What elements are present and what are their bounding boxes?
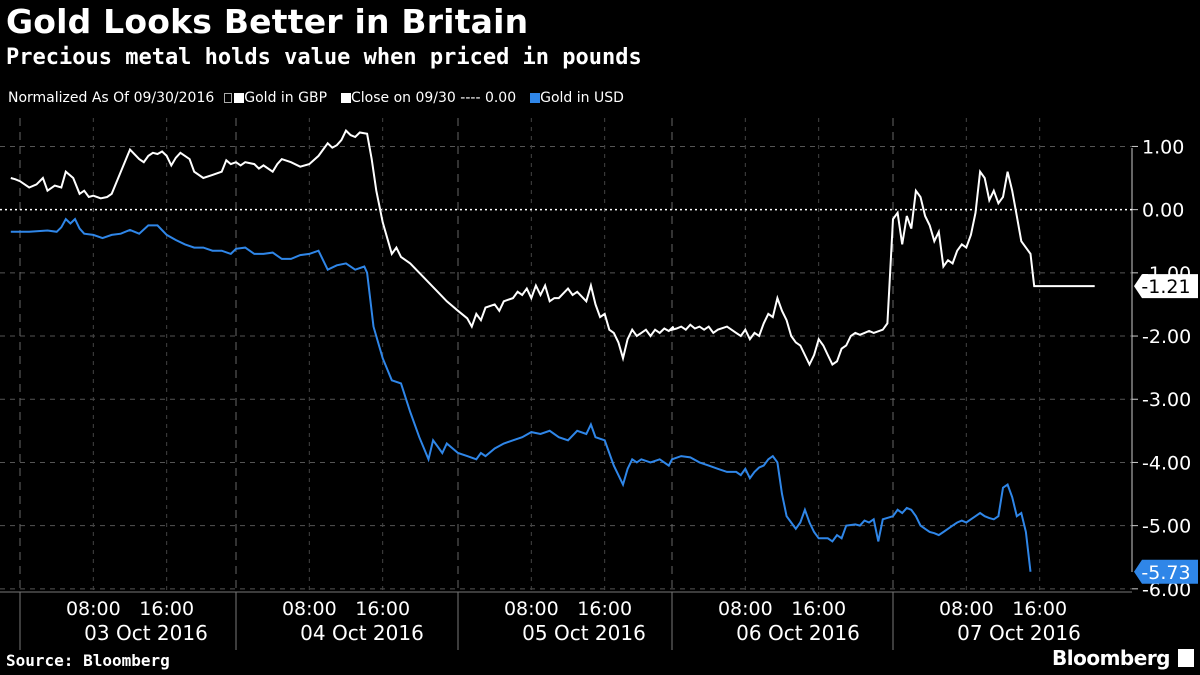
legend-gbp-label: Gold in GBP [244, 90, 328, 106]
series-line-gold-usd [10, 217, 1032, 572]
pin-icon [224, 93, 233, 103]
legend-gbp-swatch [234, 93, 245, 103]
x-tick-label: 16:00 [355, 598, 410, 620]
last-value-tags: -1.21 -5.73 [1134, 274, 1198, 584]
x-tick-label: 08:00 [504, 598, 559, 620]
x-tick-label: 08:00 [718, 598, 773, 620]
y-tick-label: -6.00 [1142, 579, 1191, 601]
x-day-label: 03 Oct 2016 [84, 621, 208, 645]
y-tick-label: 1.00 [1142, 136, 1184, 158]
source-note: Source: Bloomberg [6, 651, 170, 670]
y-tick-label: -2.00 [1142, 326, 1191, 348]
x-day-label: 07 Oct 2016 [957, 621, 1081, 645]
y-tick-label: -4.00 [1142, 452, 1191, 474]
legend-normalized-label: Normalized As Of 09/30/2016 [8, 90, 215, 106]
last-value-tag-bg [1134, 559, 1198, 584]
y-axis: 1.000.00-1.00-2.00-3.00-4.00-5.00-6.00 [1131, 136, 1191, 601]
x-tick-label: 08:00 [66, 598, 121, 620]
x-day-label: 05 Oct 2016 [522, 621, 646, 645]
legend-close-swatch [341, 93, 352, 103]
last-value-tag-label: -1.21 [1141, 276, 1190, 298]
chart-subtitle: Precious metal holds value when priced i… [6, 45, 642, 70]
x-tick-label: 16:00 [577, 598, 632, 620]
y-tick-label: -3.00 [1142, 389, 1191, 411]
chart-title: Gold Looks Better in Britain [6, 2, 529, 41]
x-tick-label: 08:00 [282, 598, 337, 620]
x-axis: 03 Oct 2016 04 Oct 2016 05 Oct 2016 06 Oct … [0, 591, 1132, 650]
x-tick-label: 16:00 [139, 598, 194, 620]
x-day-label: 04 Oct 2016 [300, 621, 424, 645]
x-day-label: 06 Oct 2016 [736, 621, 860, 645]
x-tick-label: 08:00 [939, 598, 994, 620]
brand-box-icon [1178, 649, 1194, 667]
legend-usd-label: Gold in USD [540, 90, 624, 106]
x-tick-label: 16:00 [791, 598, 846, 620]
legend: Normalized As Of 09/30/2016 Gold in GBP … [8, 90, 624, 106]
last-value-tag-bg [1134, 274, 1198, 299]
y-tick-label: -5.00 [1142, 516, 1191, 538]
legend-usd-swatch [530, 93, 541, 103]
legend-close-label: Close on 09/30 ---- 0.00 [351, 90, 517, 106]
series-line-gold-gbp [10, 128, 1095, 367]
y-tick-label: 0.00 [1142, 200, 1184, 222]
brand-logo: Bloomberg [1052, 646, 1170, 670]
last-value-tag-label: -5.73 [1141, 562, 1190, 584]
x-tick-label: 16:00 [1012, 598, 1067, 620]
